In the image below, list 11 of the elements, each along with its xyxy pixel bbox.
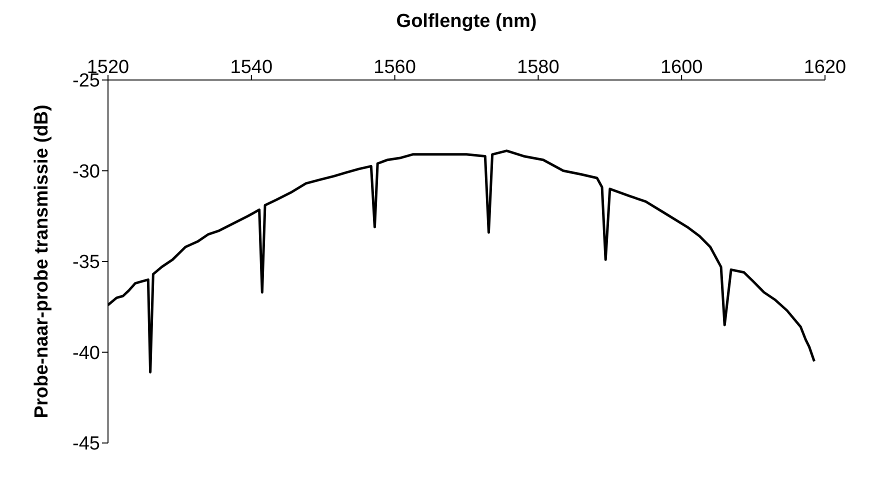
- x-tick-label: 1600: [660, 57, 703, 78]
- y-tick-label: -35: [72, 252, 100, 274]
- x-tick-label: 1540: [230, 57, 273, 78]
- x-tick-label: 1580: [517, 57, 560, 78]
- y-tick-label: -30: [72, 161, 100, 182]
- x-tick-label: 1620: [804, 57, 846, 78]
- x-tick-label: 1560: [374, 57, 416, 78]
- y-tick-label: -40: [72, 342, 100, 364]
- y-axis-title: Probe-naar-probe transmissie (dB): [32, 104, 53, 418]
- y-tick-label: -45: [72, 434, 100, 455]
- x-axis-title: Golflengte (nm): [396, 11, 537, 32]
